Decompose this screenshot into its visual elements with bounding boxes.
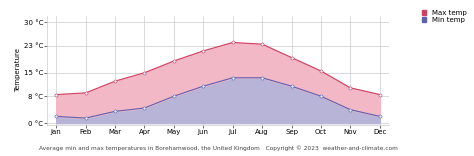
Point xyxy=(317,70,325,72)
Point xyxy=(376,115,383,118)
Text: Average min and max temperatures in Borehamwood, the United Kingdom   Copyright : Average min and max temperatures in Bore… xyxy=(38,146,398,151)
Point xyxy=(229,41,237,44)
Point xyxy=(111,80,119,82)
Point xyxy=(288,56,295,59)
Point xyxy=(111,110,119,113)
Point xyxy=(258,76,266,79)
Point xyxy=(200,85,207,87)
Point xyxy=(258,43,266,45)
Point xyxy=(376,93,383,96)
Point xyxy=(82,117,90,119)
Point xyxy=(317,95,325,98)
Legend: Max temp, Min temp: Max temp, Min temp xyxy=(420,8,468,25)
Point xyxy=(229,76,237,79)
Point xyxy=(200,50,207,52)
Y-axis label: Temperature: Temperature xyxy=(15,48,21,92)
Point xyxy=(346,87,354,89)
Point xyxy=(141,107,148,109)
Point xyxy=(170,95,178,98)
Point xyxy=(288,85,295,87)
Point xyxy=(53,93,60,96)
Point xyxy=(53,115,60,118)
Point xyxy=(346,108,354,111)
Point xyxy=(141,71,148,74)
Point xyxy=(170,60,178,62)
Point xyxy=(82,92,90,94)
